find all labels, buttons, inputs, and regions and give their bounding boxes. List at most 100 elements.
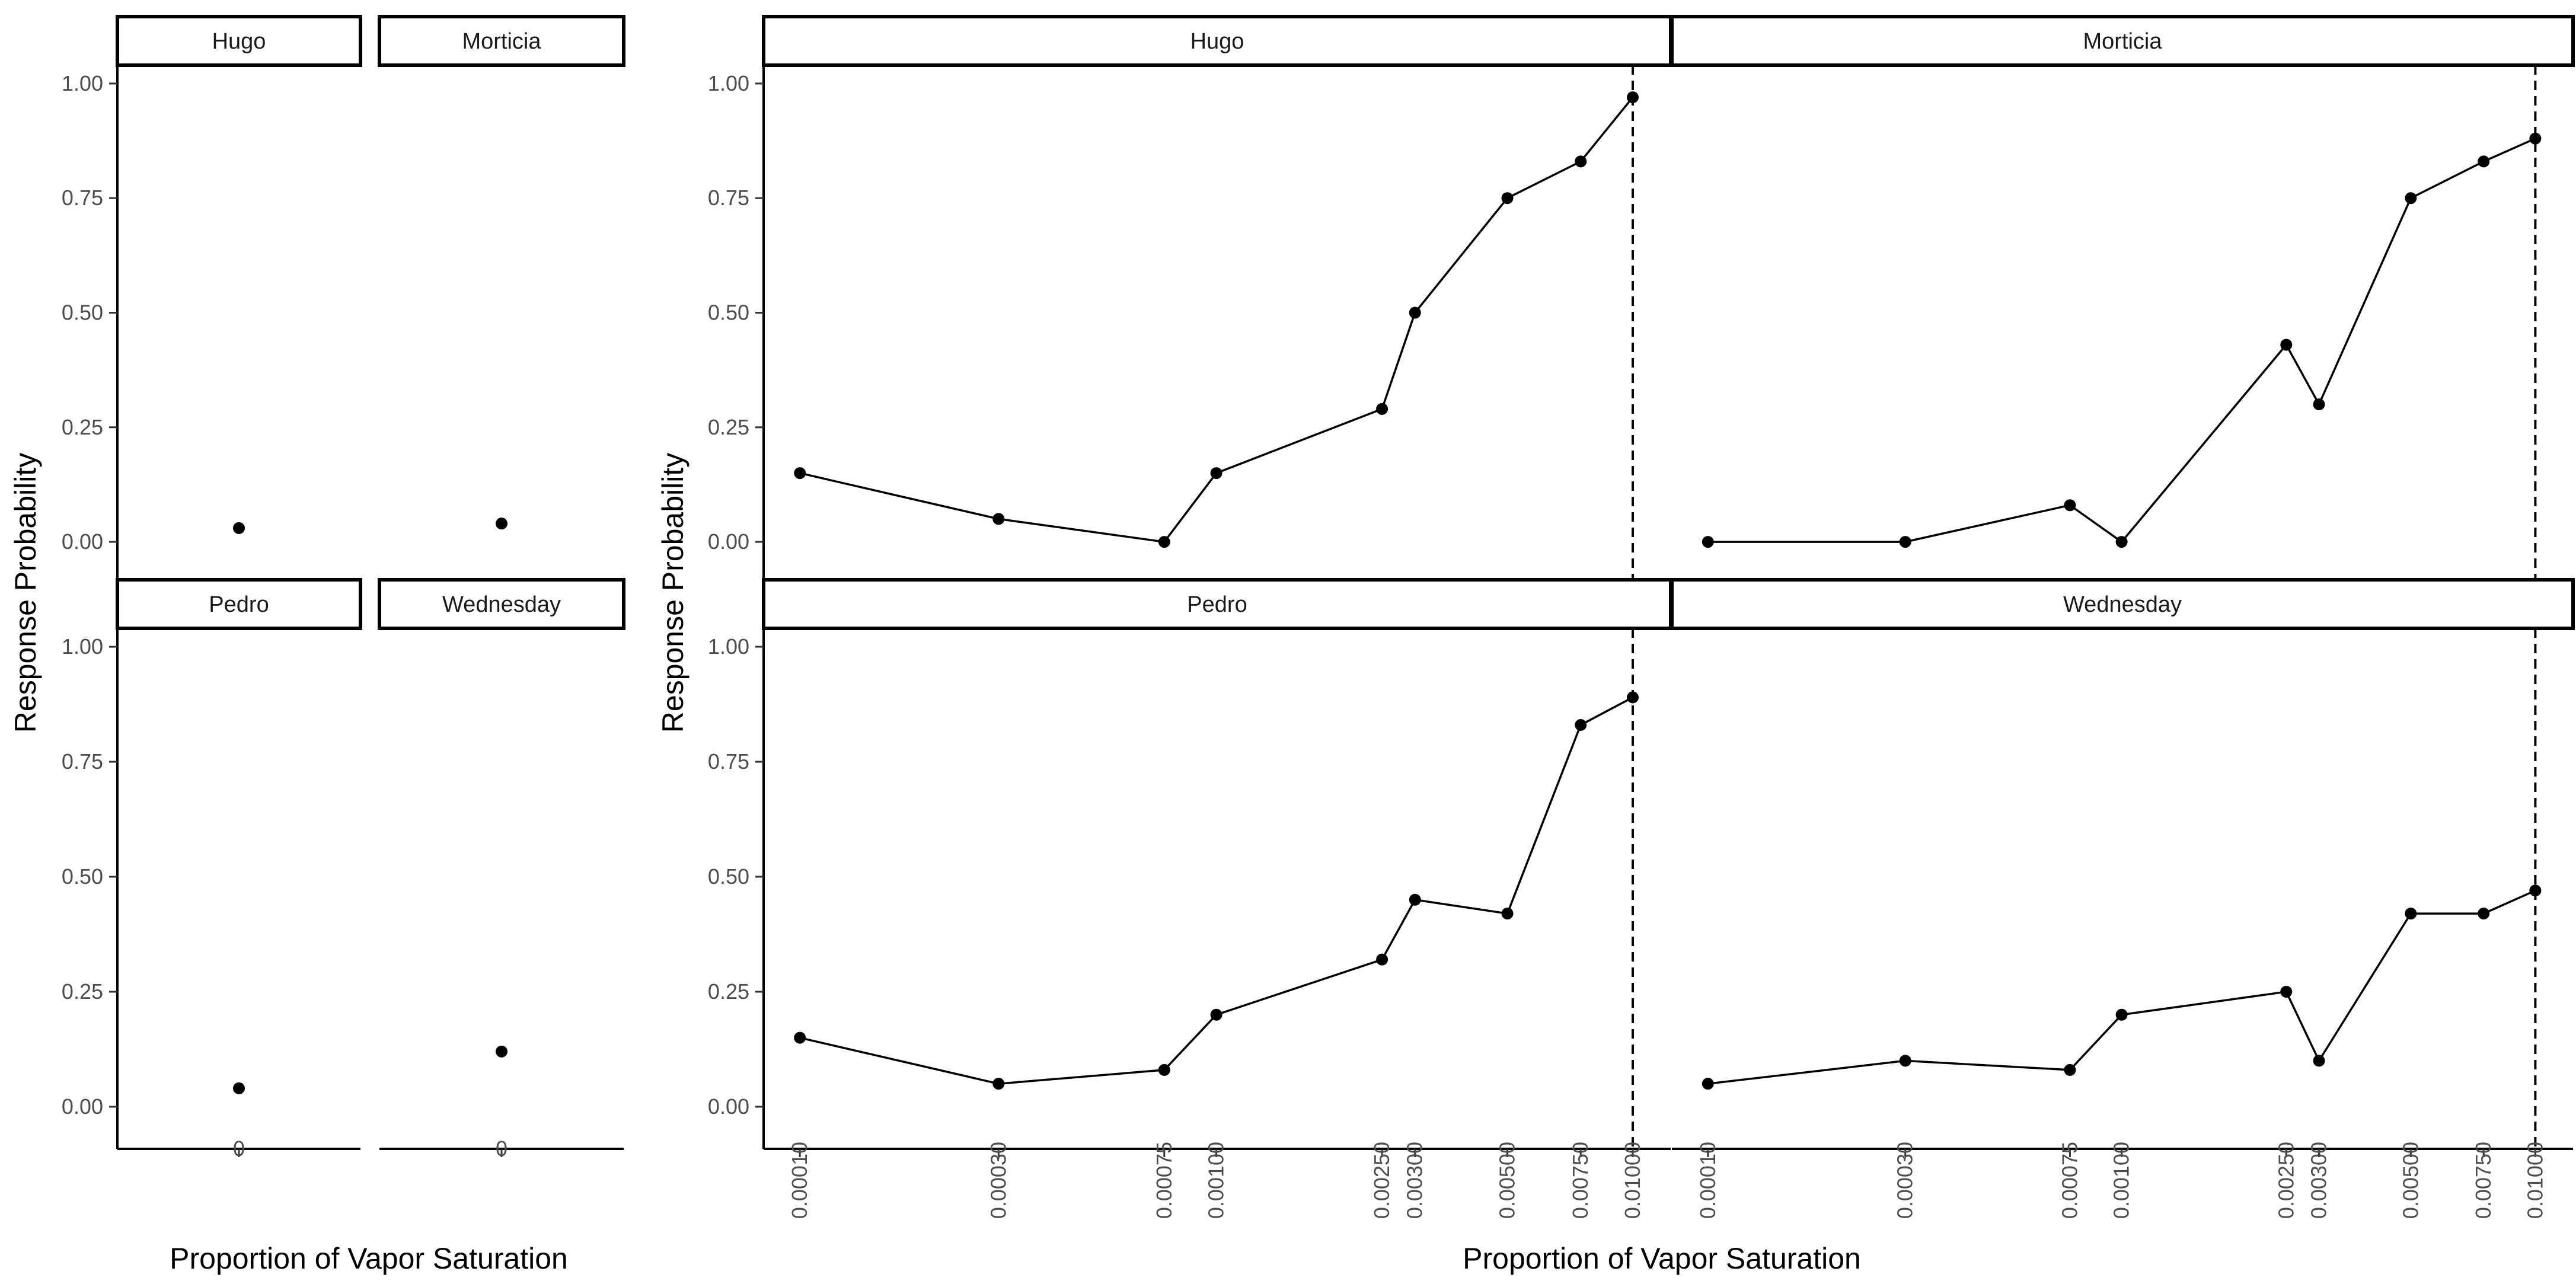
y-tick-label-right-row2-3: 0.75 [708, 749, 749, 774]
point-right-morticia-1 [1899, 536, 1911, 548]
panel-strip-left-hugo [116, 15, 362, 67]
y-tick-label-right-row1-3: 0.75 [708, 186, 749, 210]
point-right-hugo-1 [992, 513, 1005, 525]
x-tick-label-left-pedro: 0 [233, 1136, 245, 1161]
point-right-hugo-2 [1158, 536, 1170, 548]
point-right-pedro-5 [1409, 893, 1421, 906]
point-right-hugo-7 [1575, 155, 1587, 168]
x-tick-label-right-wednesday-5: 0.00300 [2307, 1142, 2331, 1219]
panel-strip-right-hugo [762, 15, 1672, 67]
point-right-morticia-4 [2280, 338, 2293, 351]
point-left-pedro-0 [233, 1082, 245, 1094]
y-tick-label-left-row2-1: 0.25 [62, 979, 103, 1004]
panel-title-left-pedro: Pedro [209, 592, 269, 617]
panel-title-right-pedro: Pedro [1187, 592, 1247, 617]
point-right-wednesday-2 [2064, 1063, 2076, 1076]
y-tick-label-right-row1-2: 0.50 [708, 301, 749, 325]
point-right-hugo-4 [1376, 403, 1388, 415]
x-tick-label-right-wednesday-8: 0.01000 [2523, 1142, 2547, 1219]
point-right-wednesday-6 [2405, 908, 2417, 920]
point-right-hugo-6 [1501, 192, 1514, 205]
y-tick-label-right-row2-4: 1.00 [708, 634, 749, 659]
point-right-morticia-8 [2529, 132, 2542, 145]
x-tick-label-right-wednesday-1: 0.00030 [1893, 1142, 1917, 1219]
x-tick-label-right-pedro-7: 0.00750 [1568, 1142, 1592, 1219]
panel-strip-right-pedro [762, 578, 1672, 630]
panel-strip-left-pedro [116, 578, 362, 630]
point-right-morticia-0 [1702, 536, 1714, 548]
x-tick-label-right-wednesday-2: 0.00075 [2057, 1142, 2082, 1219]
x-tick-label-right-pedro-0: 0.00010 [787, 1142, 812, 1219]
y-tick-label-right-row1-1: 0.25 [708, 415, 749, 439]
point-right-morticia-6 [2405, 192, 2417, 205]
point-right-morticia-5 [2313, 398, 2325, 411]
panel-title-left-wednesday: Wednesday [442, 592, 561, 617]
point-right-wednesday-8 [2529, 884, 2542, 897]
x-tick-label-left-wednesday: 0 [496, 1136, 507, 1161]
x-tick-label-right-wednesday-3: 0.00100 [2109, 1142, 2134, 1219]
point-right-hugo-5 [1409, 306, 1421, 319]
y-tick-label-right-row2-1: 0.25 [708, 979, 749, 1004]
point-left-hugo-0 [233, 522, 245, 534]
panel-strip-left-wednesday [378, 578, 625, 630]
point-right-morticia-3 [2115, 536, 2128, 548]
point-right-wednesday-0 [1702, 1078, 1714, 1090]
point-right-morticia-2 [2064, 499, 2076, 512]
point-left-wednesday-0 [496, 1045, 507, 1058]
y-tick-label-right-row2-2: 0.50 [708, 864, 749, 889]
point-right-wednesday-1 [1899, 1055, 1911, 1067]
point-right-pedro-8 [1626, 691, 1639, 704]
x-tick-label-right-pedro-6: 0.00500 [1495, 1142, 1520, 1219]
point-right-pedro-0 [794, 1031, 806, 1044]
x-tick-label-right-pedro-2: 0.00075 [1152, 1142, 1176, 1219]
y-tick-label-left-row1-4: 1.00 [62, 71, 103, 95]
y-tick-label-left-row1-2: 0.50 [62, 301, 103, 325]
point-right-wednesday-4 [2280, 985, 2293, 998]
point-right-wednesday-7 [2478, 908, 2490, 920]
point-right-pedro-4 [1376, 953, 1388, 966]
x-tick-label-right-pedro-8: 0.01000 [1620, 1142, 1645, 1219]
panel-strip-left-morticia [378, 15, 625, 67]
point-left-morticia-0 [496, 518, 507, 530]
y-tick-label-right-row2-0: 0.00 [708, 1094, 749, 1119]
point-right-pedro-2 [1158, 1063, 1170, 1076]
point-right-pedro-6 [1501, 908, 1514, 920]
x-tick-label-right-pedro-4: 0.00250 [1370, 1142, 1394, 1219]
panel-strip-right-wednesday [1670, 578, 2575, 630]
x-tick-label-right-wednesday-4: 0.00250 [2274, 1142, 2298, 1219]
panel-title-right-wednesday: Wednesday [2063, 592, 2182, 617]
y-tick-label-left-row1-0: 0.00 [62, 529, 103, 554]
y-tick-label-left-row2-0: 0.00 [62, 1094, 103, 1119]
x-tick-label-right-pedro-3: 0.00100 [1204, 1142, 1228, 1219]
panel-title-right-hugo: Hugo [1190, 29, 1244, 54]
x-tick-label-right-wednesday-0: 0.00010 [1696, 1142, 1720, 1219]
point-right-wednesday-5 [2313, 1055, 2325, 1067]
point-right-morticia-7 [2478, 155, 2490, 168]
point-right-hugo-0 [794, 467, 806, 480]
y-tick-label-left-row2-4: 1.00 [62, 634, 103, 659]
point-right-pedro-7 [1575, 718, 1587, 731]
panel-title-left-morticia: Morticia [462, 29, 541, 54]
y-tick-label-left-row1-1: 0.25 [62, 415, 103, 439]
y-axis-title-right: Response Probability [656, 453, 690, 733]
x-tick-label-right-pedro-5: 0.00300 [1403, 1142, 1427, 1219]
point-right-pedro-1 [992, 1078, 1005, 1090]
x-tick-label-right-wednesday-7: 0.00750 [2471, 1142, 2495, 1219]
series-line-right-pedro [799, 696, 1633, 1085]
series-line-right-wednesday [1707, 889, 2536, 1085]
x-axis-title-right: Proportion of Vapor Saturation [1463, 1242, 1861, 1275]
y-tick-label-right-row1-0: 0.00 [708, 529, 749, 554]
panel-title-left-hugo: Hugo [212, 29, 266, 54]
x-tick-label-right-pedro-1: 0.00030 [986, 1142, 1010, 1219]
y-tick-label-left-row2-2: 0.50 [62, 864, 103, 889]
panel-strip-right-morticia [1670, 15, 2575, 67]
y-axis-title-left: Response Probability [9, 453, 42, 733]
point-right-hugo-3 [1210, 467, 1222, 480]
panel-title-right-morticia: Morticia [2083, 29, 2162, 54]
x-tick-label-right-wednesday-6: 0.00500 [2398, 1142, 2422, 1219]
y-tick-label-left-row1-3: 0.75 [62, 186, 103, 210]
y-tick-label-right-row1-4: 1.00 [708, 71, 749, 95]
point-right-hugo-8 [1626, 91, 1639, 104]
point-right-wednesday-3 [2115, 1008, 2128, 1021]
